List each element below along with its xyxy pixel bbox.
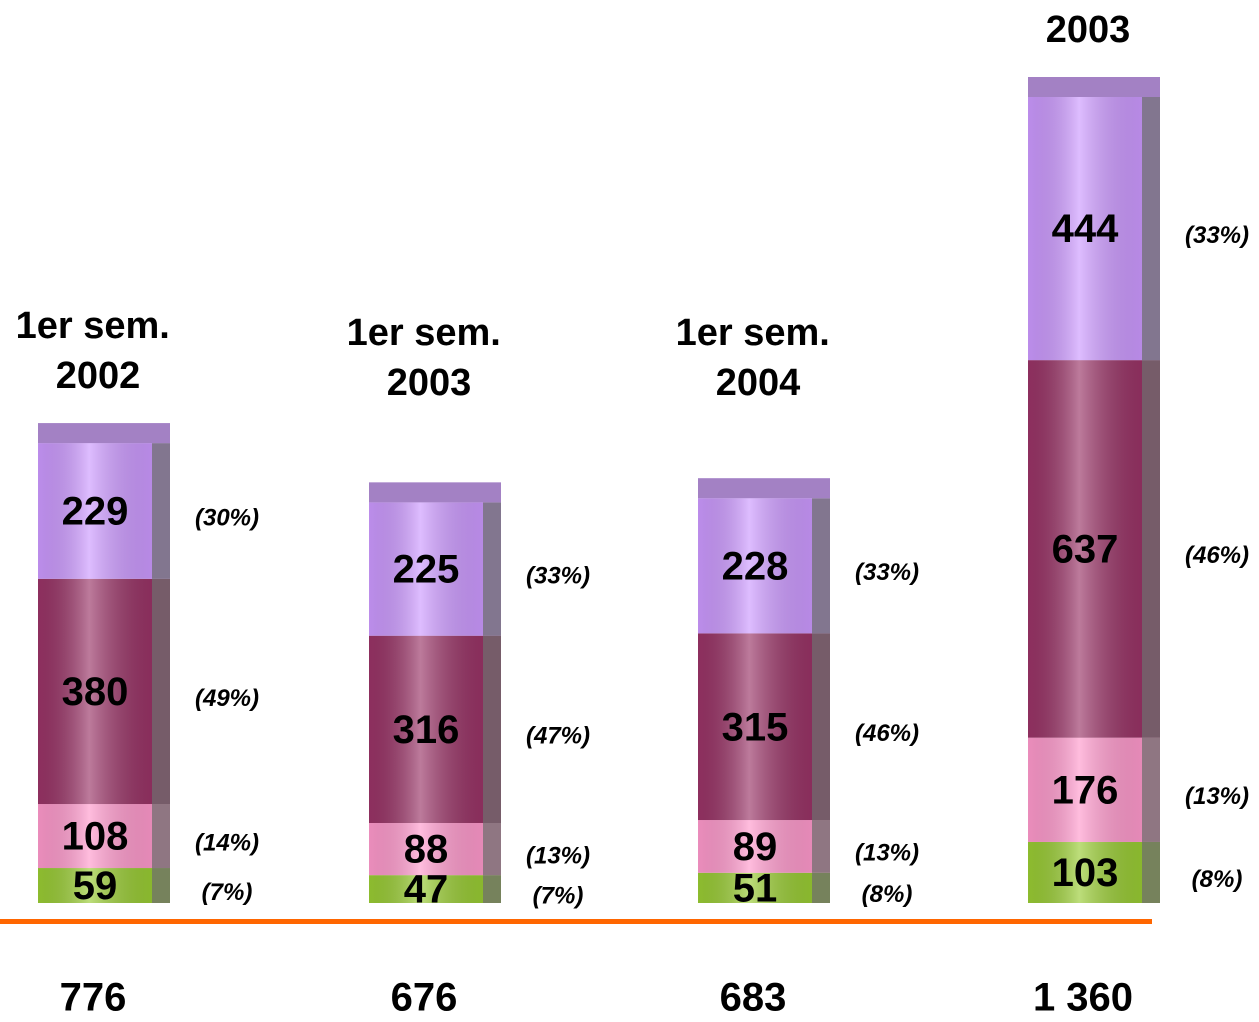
- segment-shade: [698, 820, 812, 873]
- value-label: 380: [62, 670, 129, 714]
- segment-shade: [1028, 737, 1142, 842]
- value-label: 89: [733, 825, 778, 869]
- category-label: 1er sem. 2003: [347, 312, 512, 404]
- total-label: 676: [391, 976, 458, 1020]
- segment-shade: [38, 804, 152, 869]
- value-label: 228: [722, 544, 789, 588]
- segment-side-dark: [483, 502, 501, 636]
- segment-side-dark: [1142, 841, 1160, 903]
- bar-cap-shade: [369, 482, 501, 503]
- share-label: (49%): [195, 685, 259, 712]
- segment-shade: [1028, 841, 1142, 903]
- segment-side-dark: [1142, 737, 1160, 842]
- share-label: (8%): [862, 881, 913, 908]
- value-label: 315: [722, 705, 789, 749]
- segment-side-dark: [1142, 97, 1160, 361]
- segment-side-dark: [483, 635, 501, 823]
- share-label: (13%): [526, 842, 590, 869]
- total-label: 776: [60, 976, 127, 1020]
- share-label: (33%): [855, 559, 919, 586]
- share-label: (14%): [195, 829, 259, 856]
- value-label: 229: [62, 490, 129, 534]
- share-label: (13%): [1185, 783, 1249, 810]
- segment-side-dark: [812, 872, 830, 903]
- total-label: 1 360: [1033, 976, 1133, 1020]
- bar-cap: [698, 478, 830, 499]
- segment-shade: [38, 578, 152, 805]
- segment-side-dark: [483, 875, 501, 903]
- share-label: (7%): [202, 879, 253, 906]
- share-label: (7%): [533, 882, 584, 909]
- bar-cap-shade: [38, 423, 170, 444]
- segment-shade: [369, 822, 483, 876]
- segment-shade: [369, 635, 483, 823]
- baseline: [0, 919, 1152, 924]
- segment-shade: [369, 875, 483, 903]
- segment-shade: [698, 872, 812, 903]
- category-line: 2003: [387, 362, 472, 404]
- share-label: (47%): [526, 723, 590, 750]
- share-label: (8%): [1192, 866, 1243, 893]
- category-label: 2003: [1046, 9, 1131, 51]
- value-label: 108: [62, 815, 129, 859]
- segment-shade: [369, 502, 483, 636]
- segment-side-dark: [483, 822, 501, 876]
- value-label: 444: [1052, 207, 1119, 251]
- value-label: 51: [733, 866, 778, 910]
- segment-side-dark: [152, 443, 170, 579]
- category-line: 2004: [716, 362, 801, 404]
- segment-side-dark: [812, 820, 830, 873]
- share-label: (30%): [195, 504, 259, 531]
- segment-shade: [698, 498, 812, 634]
- segment-side-dark: [812, 633, 830, 821]
- category-line: 2002: [56, 355, 141, 397]
- share-label: (46%): [855, 720, 919, 747]
- category-line: 2003: [1046, 9, 1131, 51]
- share-label: (33%): [526, 562, 590, 589]
- segment-shade: [38, 443, 152, 579]
- segment-side-dark: [812, 498, 830, 634]
- bar-cap: [369, 482, 501, 503]
- share-label: (33%): [1185, 222, 1249, 249]
- bar-cap: [1028, 77, 1160, 97]
- segment-side-dark: [152, 804, 170, 869]
- value-label: 103: [1052, 851, 1119, 895]
- segment-shade: [1028, 360, 1142, 738]
- total-label: 683: [720, 976, 787, 1020]
- category-line: 1er sem.: [676, 312, 841, 354]
- value-label: 176: [1052, 768, 1119, 812]
- segment-side-dark: [152, 868, 170, 903]
- bar-cap-shade: [698, 478, 830, 499]
- segment-shade: [38, 868, 152, 903]
- segment-side-dark: [152, 578, 170, 805]
- bar-cap: [38, 423, 170, 444]
- value-label: 637: [1052, 527, 1119, 571]
- share-label: (46%): [1185, 542, 1249, 569]
- value-label: 59: [73, 864, 118, 908]
- segment-shade: [698, 633, 812, 821]
- value-label: 225: [393, 548, 460, 592]
- value-label: 316: [393, 708, 460, 752]
- segment-side-dark: [1142, 360, 1160, 738]
- value-label: 88: [404, 828, 449, 872]
- category-label: 1er sem. 2004: [676, 312, 841, 404]
- category-line: 1er sem.: [16, 305, 181, 347]
- category-line: 1er sem.: [347, 312, 512, 354]
- segment-shade: [1028, 97, 1142, 361]
- category-label: 1er sem. 2002: [16, 305, 181, 397]
- share-label: (13%): [855, 840, 919, 867]
- bar-cap-shade: [1028, 77, 1160, 97]
